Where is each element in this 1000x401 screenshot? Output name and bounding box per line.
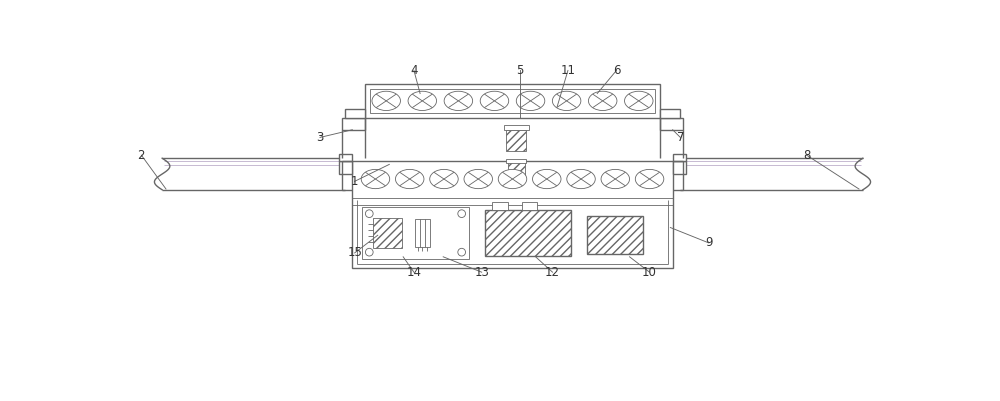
Bar [370, 89, 655, 113]
Ellipse shape [464, 169, 492, 188]
Text: 8: 8 [803, 149, 810, 162]
Bar [485, 210, 571, 256]
Text: 3: 3 [316, 131, 324, 144]
Text: 6: 6 [613, 64, 620, 77]
Bar [660, 118, 683, 130]
Bar [506, 159, 526, 163]
Circle shape [458, 210, 466, 217]
Ellipse shape [480, 91, 509, 111]
Text: 4: 4 [410, 64, 418, 77]
Bar [660, 109, 680, 118]
Bar [587, 216, 643, 255]
Bar [345, 109, 365, 118]
Ellipse shape [372, 91, 400, 111]
Bar [339, 160, 352, 174]
Ellipse shape [635, 169, 664, 188]
Ellipse shape [395, 169, 424, 188]
Ellipse shape [361, 169, 390, 188]
Ellipse shape [625, 91, 653, 111]
Text: 15: 15 [347, 247, 362, 259]
Bar [339, 154, 352, 160]
Text: 5: 5 [517, 64, 524, 77]
Bar [365, 83, 660, 118]
Bar [673, 154, 686, 160]
Bar [504, 125, 529, 130]
Bar [492, 202, 508, 210]
Bar [508, 162, 525, 176]
Bar [522, 202, 537, 210]
Circle shape [458, 248, 466, 256]
Circle shape [365, 210, 373, 217]
Ellipse shape [533, 169, 561, 188]
Text: 12: 12 [545, 266, 560, 279]
Bar [352, 160, 673, 268]
Text: 7: 7 [677, 131, 684, 144]
Ellipse shape [498, 169, 527, 188]
Bar [673, 160, 686, 174]
Bar [415, 219, 430, 247]
Text: 14: 14 [406, 266, 421, 279]
Bar [506, 130, 526, 150]
Ellipse shape [552, 91, 581, 111]
Text: 10: 10 [642, 266, 657, 279]
Ellipse shape [430, 169, 458, 188]
Ellipse shape [408, 91, 437, 111]
Text: 11: 11 [560, 64, 575, 77]
Bar [373, 217, 402, 248]
Ellipse shape [567, 169, 595, 188]
Ellipse shape [444, 91, 473, 111]
Ellipse shape [588, 91, 617, 111]
Ellipse shape [601, 169, 630, 188]
Bar [342, 118, 365, 130]
Text: 2: 2 [138, 149, 145, 162]
Text: 13: 13 [474, 266, 489, 279]
Text: 1: 1 [351, 175, 358, 188]
Ellipse shape [516, 91, 545, 111]
Text: 9: 9 [705, 237, 713, 249]
Bar [362, 207, 469, 259]
Circle shape [365, 248, 373, 256]
